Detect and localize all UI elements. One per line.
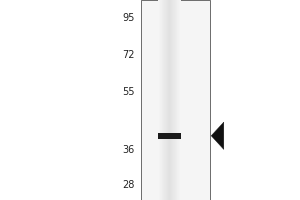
Bar [159, 0, 160, 200]
Bar [173, 0, 174, 200]
Text: 72: 72 [122, 50, 135, 60]
Bar [169, 0, 170, 200]
Bar [175, 0, 176, 200]
Bar [180, 0, 181, 200]
Bar [162, 0, 163, 200]
Bar [162, 0, 163, 200]
Bar [159, 0, 160, 200]
Bar [163, 0, 164, 200]
Bar [161, 0, 162, 200]
Text: 36: 36 [123, 145, 135, 155]
Bar [167, 0, 168, 200]
Bar [160, 0, 161, 200]
Bar [164, 0, 165, 200]
Bar [141, 0, 210, 200]
Bar [180, 0, 181, 200]
Bar [169, 0, 170, 200]
Bar [177, 0, 178, 200]
Bar [178, 0, 179, 200]
Bar [166, 0, 167, 200]
Bar [158, 0, 159, 200]
Bar [171, 0, 172, 200]
Bar [172, 0, 173, 200]
Bar [171, 0, 172, 200]
Bar [164, 0, 165, 200]
Text: 28: 28 [123, 180, 135, 190]
Text: 95: 95 [123, 13, 135, 23]
Bar [178, 0, 179, 200]
Bar [175, 0, 176, 200]
Bar [174, 0, 175, 200]
Bar [160, 0, 161, 200]
Bar [168, 0, 169, 200]
Bar [166, 0, 167, 200]
Bar [163, 0, 164, 200]
Bar [158, 133, 181, 139]
Text: 55: 55 [122, 87, 135, 97]
Bar [170, 0, 171, 200]
Bar [177, 0, 178, 200]
Bar [176, 0, 177, 200]
Bar [173, 0, 174, 200]
Bar [179, 0, 180, 200]
Bar [168, 0, 169, 200]
Bar [165, 0, 166, 200]
Polygon shape [211, 122, 224, 149]
